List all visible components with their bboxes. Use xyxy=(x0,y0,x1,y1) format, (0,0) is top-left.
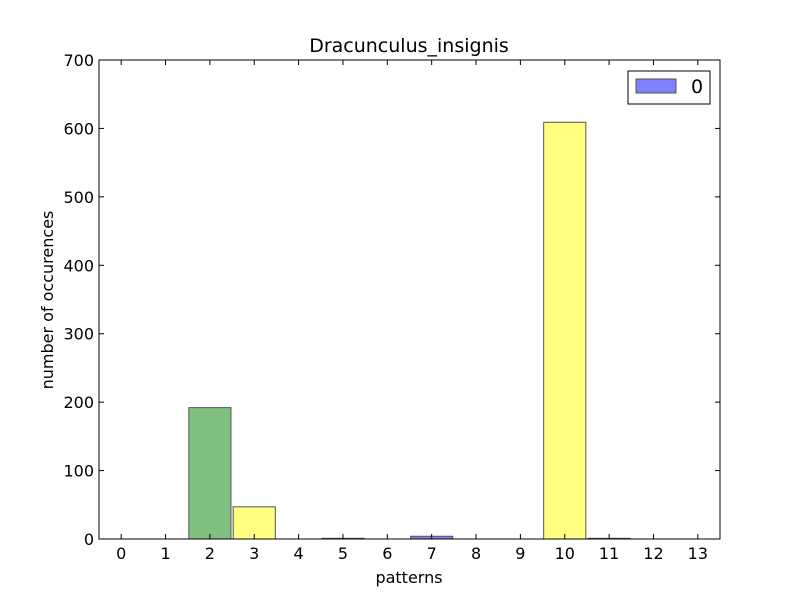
bar-2 xyxy=(188,407,232,540)
x-tick-label: 4 xyxy=(294,544,304,563)
y-tick-label: 500 xyxy=(63,188,94,207)
x-tick-label: 13 xyxy=(688,544,708,563)
x-tick-label: 9 xyxy=(515,544,525,563)
bar-3 xyxy=(232,506,276,540)
y-tick-label: 100 xyxy=(63,462,94,481)
y-tick-label: 200 xyxy=(63,393,94,412)
legend-swatch xyxy=(635,78,677,94)
x-tick-label: 7 xyxy=(427,544,437,563)
x-tick-label: 3 xyxy=(249,544,259,563)
y-tick-label: 300 xyxy=(63,325,94,344)
x-tick-label: 0 xyxy=(116,544,126,563)
bar-10 xyxy=(543,121,587,540)
legend-label: 0 xyxy=(691,76,703,98)
legend: 0 xyxy=(627,70,711,105)
x-tick-label: 6 xyxy=(382,544,392,563)
y-axis-label: number of occurences xyxy=(38,211,57,390)
plot-frame xyxy=(98,59,721,540)
x-tick-label: 11 xyxy=(599,544,619,563)
x-tick-label: 5 xyxy=(338,544,348,563)
x-axis-label: patterns xyxy=(375,568,442,587)
x-tick-label: 1 xyxy=(160,544,170,563)
y-tick-label: 600 xyxy=(63,119,94,138)
y-tick-label: 0 xyxy=(84,530,94,549)
x-tick-label: 12 xyxy=(643,544,663,563)
x-tick-label: 8 xyxy=(471,544,481,563)
y-tick-label: 700 xyxy=(63,51,94,70)
x-tick-label: 2 xyxy=(205,544,215,563)
chart-title: Dracunculus_insignis xyxy=(309,35,509,57)
x-tick-label: 10 xyxy=(555,544,575,563)
y-tick-label: 400 xyxy=(63,256,94,275)
